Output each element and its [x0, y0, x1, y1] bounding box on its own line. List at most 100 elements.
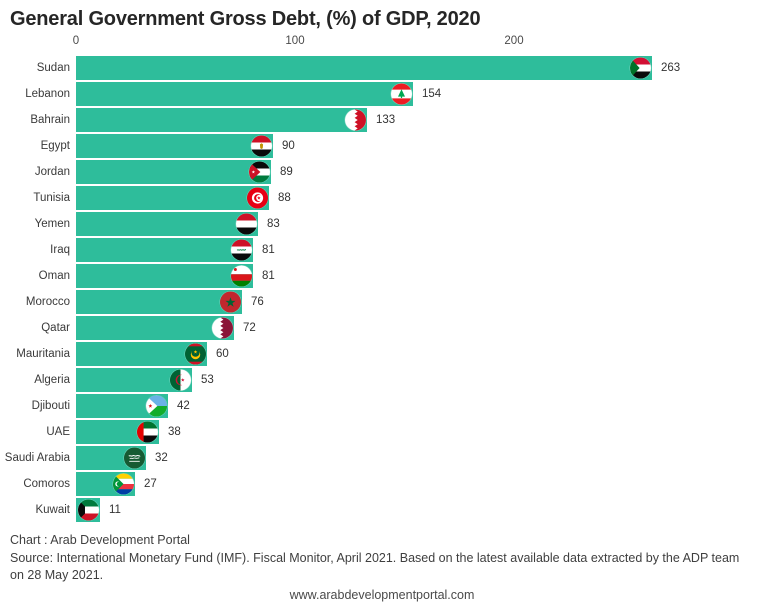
bar-track: 89 [76, 159, 764, 185]
chart-row: Oman 81 [0, 263, 764, 289]
value-label: 83 [267, 218, 280, 230]
flag-lebanon-icon [391, 83, 412, 105]
country-label: UAE [46, 426, 70, 438]
debt-bar[interactable] [76, 420, 159, 444]
value-label: 154 [422, 88, 442, 100]
bar-track: 76 [76, 289, 764, 315]
value-label: 32 [155, 452, 168, 464]
flag-egypt-icon [251, 135, 272, 157]
bar-track: 27 [76, 471, 764, 497]
value-label: 90 [282, 140, 295, 152]
flag-algeria-icon [170, 369, 191, 391]
flag-iraq-icon [231, 239, 252, 261]
chart-row: Morocco 76 [0, 289, 764, 315]
chart-row: Egypt 90 [0, 133, 764, 159]
flag-sudan-icon [630, 57, 651, 79]
debt-bar[interactable] [76, 134, 273, 158]
bar-track: 53 [76, 367, 764, 393]
bar-track: 81 [76, 237, 764, 263]
country-label: Tunisia [33, 192, 70, 204]
flag-bahrain-icon [345, 109, 366, 131]
value-label: 133 [376, 114, 396, 126]
debt-bar[interactable] [76, 56, 652, 80]
debt-bar[interactable] [76, 82, 413, 106]
debt-bar[interactable] [76, 108, 367, 132]
country-label: Kuwait [35, 504, 70, 516]
debt-bar[interactable] [76, 342, 207, 366]
country-label: Lebanon [25, 88, 70, 100]
chart-credit: Chart : Arab Development Portal [10, 533, 190, 547]
debt-bar[interactable] [76, 264, 253, 288]
chart-row: Sudan 263 [0, 55, 764, 81]
debt-bar[interactable] [76, 238, 253, 262]
x-axis: 0 100 200 [72, 33, 764, 53]
flag-uae-icon [137, 421, 158, 443]
chart-row: Jordan 89 [0, 159, 764, 185]
chart-row: Lebanon 154 [0, 81, 764, 107]
bar-track: 60 [76, 341, 764, 367]
website-link[interactable]: www.arabdevelopmentportal.com [289, 587, 475, 602]
country-label: Comoros [23, 478, 70, 490]
flag-saudi-arabia-icon [124, 447, 145, 469]
chart-row: Djibouti 42 [0, 393, 764, 419]
bar-track: 133 [76, 107, 764, 133]
flag-morocco-icon [220, 291, 241, 313]
debt-bar[interactable] [76, 446, 146, 470]
value-label: 27 [144, 478, 157, 490]
bar-track: 83 [76, 211, 764, 237]
bar-track: 38 [76, 419, 764, 445]
debt-bar[interactable] [76, 212, 258, 236]
chart-row: Saudi Arabia 32 [0, 445, 764, 471]
chart-row: Iraq 81 [0, 237, 764, 263]
country-label: Algeria [34, 374, 70, 386]
axis-tick: 100 [285, 35, 305, 47]
country-label: Egypt [40, 140, 70, 152]
source-note: Source: International Monetary Fund (IMF… [10, 550, 740, 583]
chart-row: Comoros 27 [0, 471, 764, 497]
bar-track: 42 [76, 393, 764, 419]
debt-bar[interactable] [76, 368, 192, 392]
bar-track: 263 [76, 55, 764, 81]
bar-track: 32 [76, 445, 764, 471]
country-label: Sudan [36, 62, 70, 74]
country-label: Morocco [25, 296, 70, 308]
value-label: 53 [201, 374, 214, 386]
value-label: 60 [216, 348, 229, 360]
value-label: 38 [168, 426, 181, 438]
country-label: Mauritania [16, 348, 70, 360]
bar-track: 81 [76, 263, 764, 289]
chart-footer: Chart : Arab Development Portal Source: … [0, 523, 764, 585]
chart-row: Bahrain 133 [0, 107, 764, 133]
axis-tick: 200 [504, 35, 524, 47]
debt-bar[interactable] [76, 160, 271, 184]
chart-row: Kuwait 11 [0, 497, 764, 523]
flag-kuwait-icon [78, 499, 99, 521]
bar-track: 11 [76, 497, 764, 523]
debt-bar[interactable] [76, 498, 100, 522]
bar-track: 72 [76, 315, 764, 341]
debt-bar[interactable] [76, 186, 269, 210]
flag-djibouti-icon [146, 395, 167, 417]
value-label: 89 [280, 166, 293, 178]
chart-row: Mauritania 60 [0, 341, 764, 367]
country-label: Yemen [34, 218, 70, 230]
debt-bar[interactable] [76, 472, 135, 496]
debt-bar[interactable] [76, 394, 168, 418]
value-label: 72 [243, 322, 256, 334]
axis-tick: 0 [72, 35, 80, 47]
value-label: 11 [109, 504, 121, 516]
country-label: Bahrain [30, 114, 70, 126]
value-label: 81 [262, 270, 275, 282]
chart-row: UAE 38 [0, 419, 764, 445]
chart-title: General Government Gross Debt, (%) of GD… [10, 8, 481, 30]
country-label: Jordan [34, 166, 70, 178]
flag-qatar-icon [212, 317, 233, 339]
flag-comoros-icon [113, 473, 134, 495]
debt-bar[interactable] [76, 290, 242, 314]
debt-bar[interactable] [76, 316, 234, 340]
flag-tunisia-icon [247, 187, 268, 209]
bar-track: 88 [76, 185, 764, 211]
country-label: Saudi Arabia [4, 452, 70, 464]
country-label: Oman [38, 270, 70, 282]
value-label: 88 [278, 192, 291, 204]
